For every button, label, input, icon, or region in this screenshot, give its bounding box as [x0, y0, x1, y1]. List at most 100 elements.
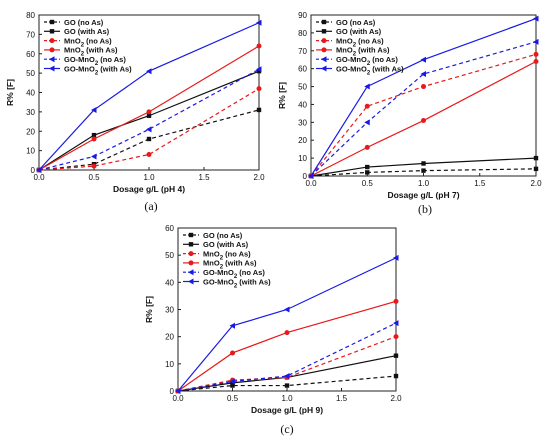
series-line: [310, 18, 537, 177]
legend-label: MnO2 (no As): [336, 36, 384, 48]
data-point: [533, 155, 539, 161]
x-tick-label: 2.0: [530, 179, 542, 188]
y-tick-label: 0: [170, 387, 175, 396]
y-tick-label: 40: [298, 100, 307, 109]
legend-marker: [188, 260, 194, 266]
legend-label: MnO2 (no As): [203, 249, 251, 261]
y-axis-label: R% [F]: [5, 79, 15, 106]
x-tick-label: 0.5: [227, 394, 239, 403]
x-tick-label: 1.5: [198, 173, 210, 182]
y-tick-label: 50: [165, 251, 174, 260]
y-tick-label: 70: [26, 30, 35, 39]
legend-label: GO (with As): [203, 240, 249, 249]
data-point: [420, 71, 426, 78]
series-line: [310, 168, 537, 177]
series-line: [38, 22, 260, 171]
legend-marker: [321, 47, 327, 53]
legend-label: GO (no As): [336, 18, 376, 27]
data-point: [533, 15, 539, 22]
x-tick-label: 1.5: [336, 394, 348, 403]
y-axis-label: R% [F]: [277, 82, 287, 109]
data-point: [308, 173, 314, 179]
series-line: [177, 257, 397, 392]
legend-marker: [321, 65, 327, 72]
x-tick-label: 1.0: [143, 173, 155, 182]
chart-panel-2: 0.0 0.5 1.0 1.5 2.0 0 10 20 30 40 50 60 70 80 90 Dosage…: [277, 11, 542, 216]
legend-marker: [188, 251, 194, 257]
x-axis-label: Dosage g/L (pH 9): [251, 405, 323, 415]
x-tick-label: 0.5: [88, 173, 100, 182]
data-point: [256, 107, 262, 113]
y-tick-label: 30: [26, 108, 35, 117]
x-tick-label: 1.0: [281, 394, 293, 403]
legend-label: GO-MnO2 (with As): [336, 64, 404, 76]
y-tick-label: 80: [298, 29, 307, 38]
data-point: [393, 254, 399, 261]
series-line: [310, 60, 537, 177]
data-point: [365, 164, 370, 170]
chart-panel-3: 0.0 0.5 1.0 1.5 2.0 0 10 20 30 40 50 60 Dosage g/L (…: [144, 224, 402, 436]
x-tick-label: 0.0: [172, 394, 184, 403]
legend-marker: [49, 47, 55, 53]
series-line: [310, 41, 537, 177]
legend-marker: [49, 19, 55, 25]
legend-marker: [49, 38, 55, 44]
data-point: [364, 103, 370, 109]
data-point: [365, 170, 370, 175]
y-tick-label: 10: [26, 147, 35, 156]
y-tick-label: 30: [298, 118, 307, 127]
data-point: [364, 144, 370, 150]
y-tick-label: 10: [298, 154, 307, 163]
data-point: [146, 126, 152, 133]
legend-marker: [49, 29, 55, 34]
x-axis-label: Dosage g/L (pH 7): [387, 190, 459, 200]
data-point: [393, 320, 399, 327]
data-point: [284, 383, 290, 388]
subfigure-label: (b): [418, 202, 432, 216]
data-point: [393, 334, 399, 340]
y-tick-label: 0: [31, 166, 36, 175]
data-point: [36, 167, 42, 173]
data-point: [146, 109, 152, 115]
data-point: [421, 161, 426, 166]
subfigure-label: (c): [280, 422, 293, 436]
legend-marker: [188, 242, 194, 247]
data-point: [284, 330, 290, 336]
series-line: [38, 109, 260, 171]
data-point: [533, 38, 539, 45]
legend-marker: [49, 65, 55, 72]
chart-panel-1: 0.0 0.5 1.0 1.5 2.0 0 10 20 30 40 50 60 70 80 Dosage g…: [5, 11, 265, 213]
data-point: [146, 113, 152, 118]
legend-label: GO-MnO2 (no As): [64, 55, 126, 67]
legend: GO (no As)GO (with As)MnO2 (no As)MnO2 (…: [183, 231, 271, 289]
data-point: [256, 86, 262, 92]
legend-label: MnO2 (with As): [64, 46, 118, 58]
data-point: [146, 136, 152, 142]
y-tick-label: 60: [26, 50, 35, 59]
data-point: [229, 322, 235, 329]
data-point: [393, 373, 399, 379]
x-tick-label: 2.0: [390, 394, 402, 403]
x-tick-label: 2.0: [253, 173, 265, 182]
data-point: [284, 373, 290, 380]
data-point: [229, 378, 235, 385]
series-line: [38, 88, 260, 171]
y-tick-label: 20: [165, 333, 174, 342]
x-tick-label: 1.0: [418, 179, 430, 188]
y-axis-label: R% [F]: [144, 296, 154, 323]
y-tick-label: 90: [298, 11, 307, 20]
series-line: [177, 355, 397, 392]
legend-marker: [188, 269, 194, 276]
data-point: [256, 19, 262, 26]
legend-label: GO-MnO2 (with As): [203, 277, 271, 289]
legend-marker: [188, 278, 194, 285]
data-point: [364, 119, 370, 126]
data-point: [256, 68, 262, 74]
y-tick-label: 40: [165, 278, 174, 287]
data-point: [256, 43, 262, 49]
data-point: [91, 163, 97, 169]
legend-label: GO-MnO2 (with As): [64, 64, 132, 76]
y-tick-label: 20: [26, 127, 35, 136]
legend-marker: [321, 19, 327, 25]
